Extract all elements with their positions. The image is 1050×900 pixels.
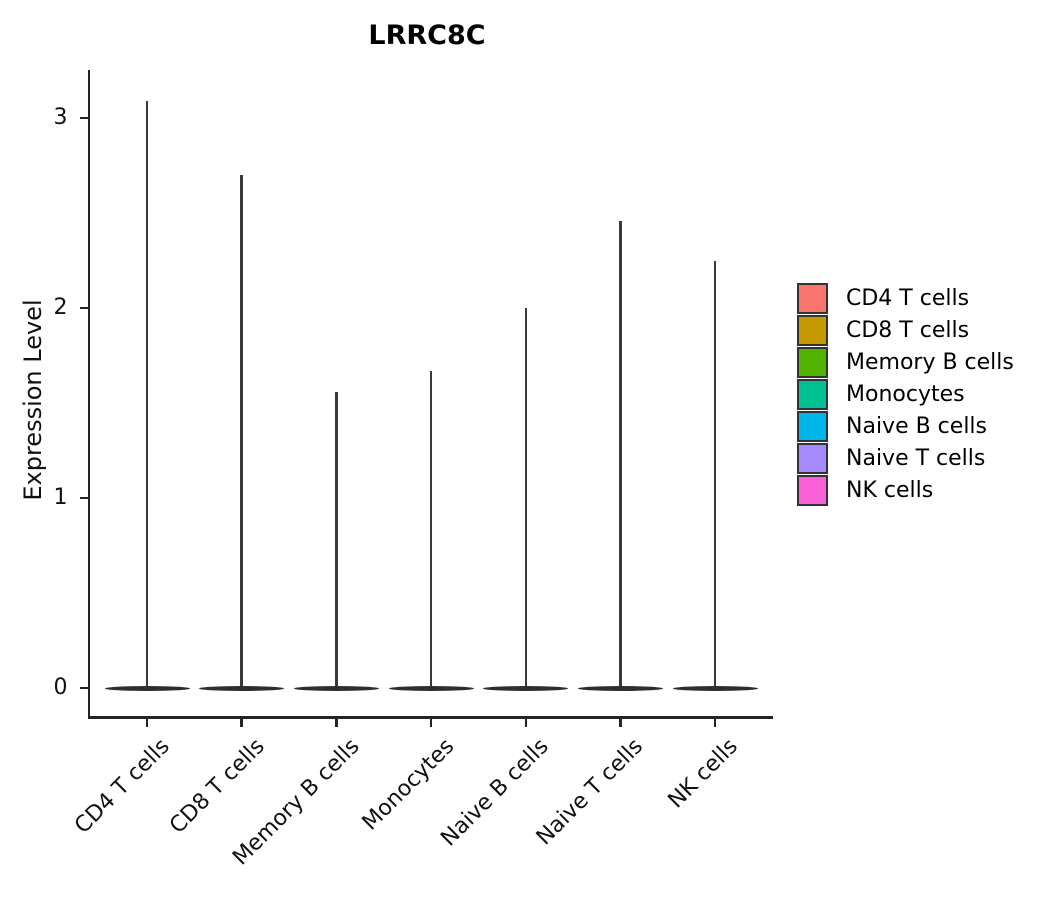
violin-tail — [145, 100, 149, 688]
y-tick-label: 3 — [53, 105, 68, 130]
x-axis-line — [87, 716, 773, 719]
violin-body — [672, 685, 758, 691]
legend-label: Naive T cells — [846, 446, 986, 471]
legend-color-swatch — [797, 379, 828, 410]
violin-body — [578, 685, 663, 691]
y-tick-label: 0 — [53, 675, 68, 700]
violin-body — [483, 685, 569, 691]
violin-tail — [713, 260, 717, 688]
legend-color-swatch — [797, 443, 828, 474]
legend-label: Monocytes — [846, 382, 965, 407]
legend-label: CD4 T cells — [846, 286, 970, 311]
x-axis-tick — [429, 718, 433, 727]
y-axis-line — [87, 70, 90, 719]
legend-label: Naive B cells — [846, 414, 988, 439]
legend-label: Memory B cells — [846, 350, 1014, 375]
x-axis-tick — [335, 718, 338, 727]
x-tick-label: NK cells — [663, 734, 743, 814]
legend-color-swatch — [797, 411, 828, 442]
chart-title: LRRC8C — [368, 20, 486, 51]
x-axis-tick — [713, 718, 717, 727]
legend-color-swatch — [797, 315, 828, 346]
violin-tail — [619, 220, 622, 688]
legend-color-swatch — [797, 347, 828, 378]
x-tick-label: CD4 T cells — [69, 734, 175, 839]
x-axis-tick — [240, 718, 243, 727]
violin-tail — [524, 308, 528, 688]
y-axis-tick — [79, 306, 88, 310]
x-axis-tick — [619, 718, 622, 727]
violin-body — [104, 685, 190, 691]
violin-body — [293, 685, 379, 691]
y-tick-label: 2 — [53, 295, 68, 320]
violin-tail — [335, 391, 338, 688]
legend-color-swatch — [797, 283, 828, 314]
violin-body — [388, 685, 474, 691]
legend-color-swatch — [797, 475, 828, 506]
violin-tail — [429, 370, 433, 688]
violin-tail — [240, 175, 243, 688]
y-axis-tick — [79, 496, 88, 500]
violin-body — [199, 685, 285, 691]
x-axis-tick — [145, 718, 149, 727]
y-axis-label: Expression Level — [19, 299, 47, 501]
y-axis-tick — [79, 116, 88, 120]
legend-label: CD8 T cells — [846, 318, 970, 343]
y-axis-tick — [79, 686, 88, 690]
x-axis-tick — [524, 718, 528, 727]
x-tick-label: Monocytes — [357, 734, 459, 836]
legend-label: NK cells — [846, 478, 934, 503]
y-tick-label: 1 — [53, 485, 68, 510]
x-tick-label: CD8 T cells — [164, 734, 270, 839]
